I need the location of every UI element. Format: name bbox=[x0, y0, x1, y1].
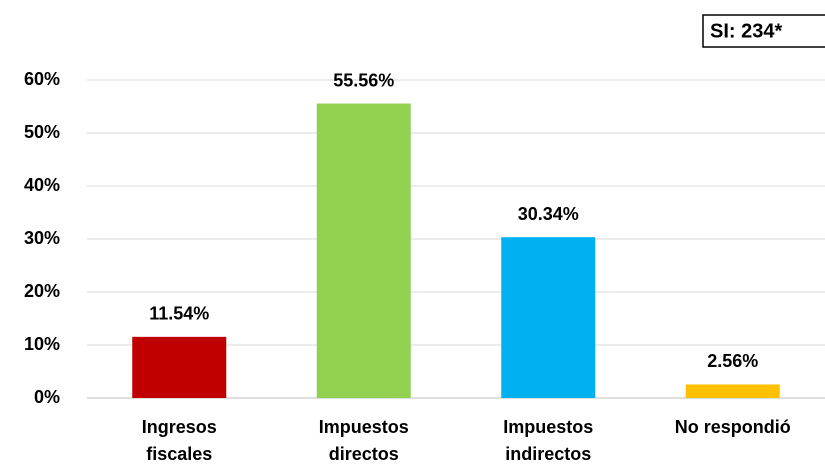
x-tick-label-line: Impuestos bbox=[319, 417, 409, 437]
annotation: SI: 234* bbox=[710, 20, 782, 42]
y-tick-label: 20% bbox=[24, 281, 60, 301]
x-tick-label: Ingresos fiscales bbox=[142, 417, 217, 464]
data-label: 55.56% bbox=[333, 70, 394, 90]
x-tick-label-line: directos bbox=[329, 444, 399, 464]
x-tick-label: Impuestos directos bbox=[319, 417, 409, 464]
data-label: 2.56% bbox=[707, 351, 758, 371]
annotation-box bbox=[702, 14, 825, 48]
data-label: 30.34% bbox=[518, 204, 579, 224]
y-tick-label: 0% bbox=[34, 387, 60, 407]
bar bbox=[316, 103, 411, 399]
y-tick-label: 30% bbox=[24, 228, 60, 248]
y-tick-label: 10% bbox=[24, 334, 60, 354]
y-tick-label: 50% bbox=[24, 122, 60, 142]
bar bbox=[132, 336, 227, 398]
x-tick-label-line: fiscales bbox=[146, 444, 212, 464]
y-tick-label: 60% bbox=[24, 69, 60, 89]
x-tick-label-line: Impuestos bbox=[503, 417, 593, 437]
x-tick-label: No respondió bbox=[675, 417, 791, 437]
data-label: 11.54% bbox=[149, 304, 209, 324]
x-tick-label-line: indirectos bbox=[505, 444, 591, 464]
x-tick-label: Impuestos indirectos bbox=[503, 417, 593, 464]
bar bbox=[685, 384, 780, 398]
y-tick-label: 40% bbox=[24, 175, 60, 195]
x-tick-label-line: No respondió bbox=[675, 417, 791, 437]
x-tick-label-line: Ingresos bbox=[142, 417, 217, 437]
bar bbox=[501, 237, 596, 398]
